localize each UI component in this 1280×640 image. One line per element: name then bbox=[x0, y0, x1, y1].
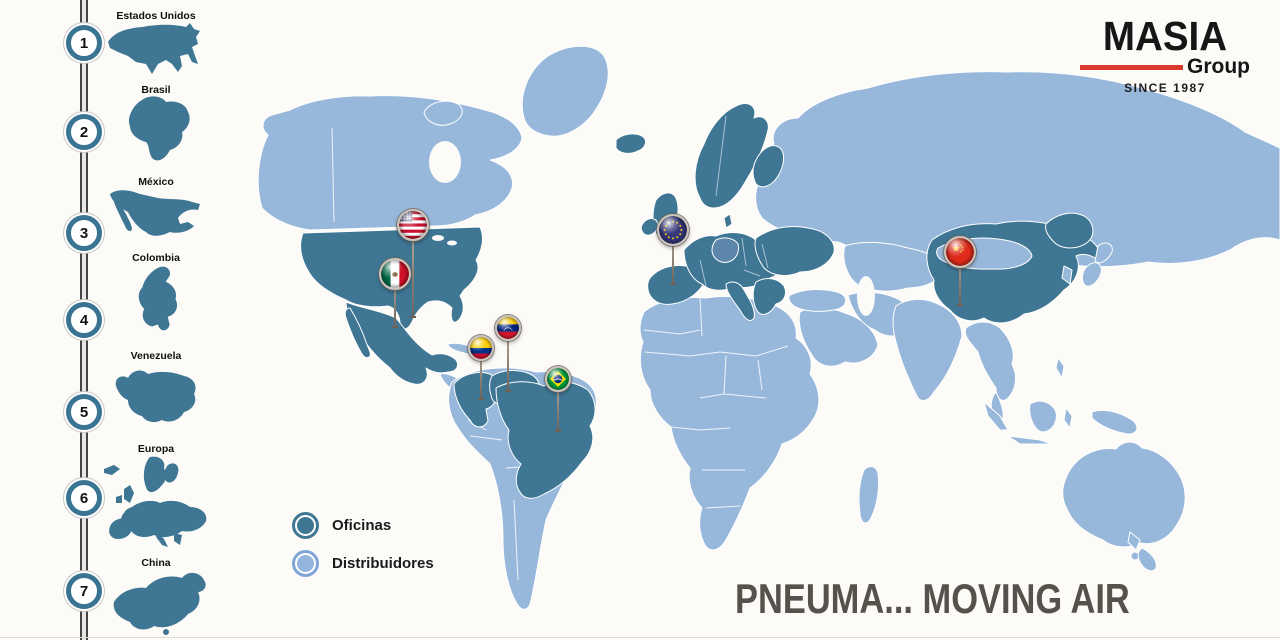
distributors-label: Distribuidores bbox=[332, 555, 434, 572]
eu-flag-icon bbox=[657, 214, 689, 246]
brazil-silhouette-icon bbox=[116, 94, 192, 166]
sidebar-label-mexico: México bbox=[138, 176, 174, 188]
europe-silhouette-icon bbox=[98, 455, 214, 551]
map-region-finland bbox=[752, 145, 785, 188]
map-region-italy bbox=[725, 281, 755, 321]
pin-stick bbox=[505, 328, 511, 392]
sidebar-step-3: 3 bbox=[66, 215, 102, 251]
step-number: 7 bbox=[79, 582, 89, 600]
sidebar-step-7: 7 bbox=[66, 573, 102, 609]
map-region-new-zealand bbox=[1127, 531, 1157, 572]
map-region-manchuria bbox=[1045, 212, 1094, 249]
sidebar-label-brasil: Brasil bbox=[141, 84, 171, 96]
pin-stick bbox=[670, 230, 676, 285]
logo-red-line bbox=[1080, 64, 1183, 70]
hudson-bay bbox=[429, 141, 461, 183]
map-region-arctic-islands bbox=[423, 100, 463, 126]
sidebar-step-2: 2 bbox=[66, 114, 102, 150]
logo-brand-text: MASIA bbox=[1102, 13, 1228, 59]
china-flag-icon bbox=[944, 236, 976, 268]
map-region-colombia bbox=[453, 371, 497, 428]
map-region-africa bbox=[639, 295, 820, 551]
map-region-denmark bbox=[723, 213, 733, 229]
sidebar-label-europa: Europa bbox=[137, 443, 175, 455]
step-number: 6 bbox=[79, 489, 89, 507]
venezuela-silhouette-icon bbox=[110, 366, 198, 428]
usa-silhouette-icon bbox=[106, 22, 202, 76]
map-region-germany bbox=[711, 237, 739, 263]
offices-dot-fill bbox=[297, 517, 314, 534]
distributors-dot-icon bbox=[292, 550, 319, 577]
map-region-mexico bbox=[345, 301, 459, 385]
offices-label: Oficinas bbox=[332, 517, 392, 534]
sidebar-step-4: 4 bbox=[66, 302, 102, 338]
step-number: 3 bbox=[79, 224, 89, 242]
china-silhouette-icon bbox=[108, 568, 212, 638]
map-region-greenland bbox=[521, 45, 609, 137]
map-region-canada bbox=[257, 95, 523, 231]
pin-stick bbox=[957, 252, 963, 306]
venezuela-flag-icon bbox=[495, 315, 521, 341]
map-region-ireland bbox=[640, 218, 659, 236]
step-number: 2 bbox=[79, 123, 89, 141]
map-region-japan bbox=[1081, 242, 1113, 287]
black-sea bbox=[782, 273, 822, 289]
pin-stick bbox=[392, 274, 398, 328]
colombia-flag-icon bbox=[468, 335, 494, 361]
map-region-baja bbox=[344, 307, 371, 359]
pin-stick bbox=[478, 348, 484, 400]
map-region-scandinavia bbox=[694, 103, 769, 209]
sidebar-label-colombia: Colombia bbox=[132, 252, 180, 264]
map-region-arabia bbox=[798, 307, 879, 367]
great-lakes-2 bbox=[447, 240, 457, 246]
logo-group-text: Group bbox=[1187, 55, 1250, 78]
sidebar-label-venezuela: Venezuela bbox=[130, 350, 182, 362]
tagline: PNEUMA... MOVING AIR bbox=[735, 575, 1130, 622]
offices-dot-icon bbox=[292, 512, 319, 539]
colombia-silhouette-icon bbox=[122, 264, 188, 348]
mexico-silhouette-icon bbox=[108, 186, 202, 248]
step-number: 1 bbox=[79, 34, 89, 52]
masia-group-logo: MASIA Group SINCE 1987 bbox=[1080, 16, 1250, 95]
map-region-sumatra bbox=[983, 401, 1009, 431]
map-region-india bbox=[892, 298, 963, 401]
bottom-divider bbox=[0, 637, 1280, 638]
sidebar-label-china: China bbox=[141, 557, 171, 569]
great-lakes bbox=[432, 235, 444, 241]
logo-line-row: Group bbox=[1080, 55, 1250, 78]
map-region-australia bbox=[1062, 441, 1186, 548]
map-region-sulawesi bbox=[1063, 407, 1073, 429]
map-region-madagascar bbox=[858, 466, 880, 524]
legend-distributors-row: Distribuidores bbox=[292, 550, 434, 577]
pin-stick bbox=[410, 225, 416, 318]
sidebar-step-5: 5 bbox=[66, 394, 102, 430]
step-number: 4 bbox=[79, 311, 89, 329]
usa-flag-icon bbox=[397, 209, 429, 241]
map-region-new-guinea bbox=[1091, 409, 1138, 435]
brazil-flag-icon bbox=[545, 366, 571, 392]
legend: Oficinas Distribuidores bbox=[292, 512, 434, 588]
sidebar-step-6: 6 bbox=[66, 480, 102, 516]
caspian-sea bbox=[857, 276, 875, 316]
map-region-eastern-europe bbox=[754, 225, 835, 276]
sidebar-label-estados-unidos: Estados Unidos bbox=[116, 10, 196, 22]
map-region-turkey bbox=[788, 289, 847, 312]
mexico-flag-icon bbox=[379, 258, 411, 290]
map-region-java bbox=[1007, 435, 1053, 445]
pin-stick bbox=[555, 379, 561, 432]
map-region-borneo bbox=[1029, 400, 1057, 433]
step-number: 5 bbox=[79, 403, 89, 421]
logo-since-text: SINCE 1987 bbox=[1124, 81, 1206, 95]
map-region-balkans bbox=[752, 278, 787, 315]
legend-offices-row: Oficinas bbox=[292, 512, 434, 539]
map-region-iceland bbox=[615, 133, 646, 154]
map-region-indochina bbox=[964, 321, 1016, 401]
map-region-korea bbox=[1061, 265, 1073, 285]
map-region-philippines bbox=[1055, 357, 1065, 379]
distributors-dot-fill bbox=[297, 555, 314, 572]
sidebar-step-1: 1 bbox=[66, 25, 102, 61]
